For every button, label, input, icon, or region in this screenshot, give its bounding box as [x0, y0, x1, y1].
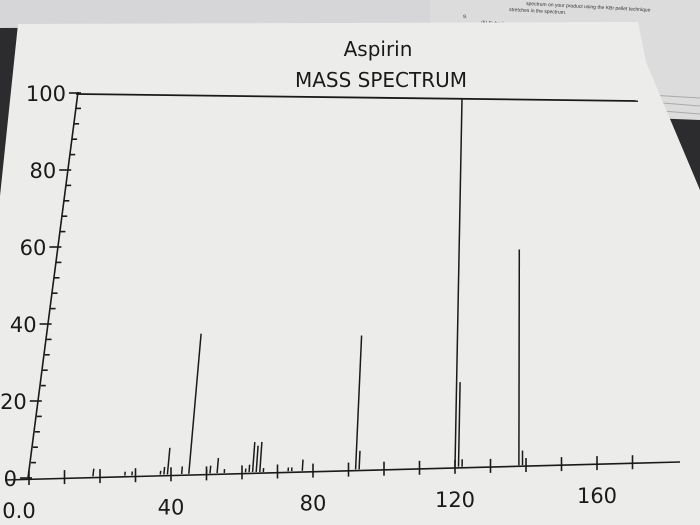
- y-tick-label: 20: [0, 390, 27, 414]
- y-tick-label: 40: [10, 313, 37, 337]
- y-tick-label: 0: [4, 467, 17, 491]
- x-tick-label: 40: [158, 495, 185, 519]
- spectrum-paper: [0, 22, 700, 525]
- spectrum-peak: [163, 466, 166, 475]
- spectrum-peak: [209, 465, 212, 474]
- axis-ticks: [20, 92, 634, 485]
- spectrum-peak: [358, 450, 361, 470]
- chart-subtitle: MASS SPECTRUM: [295, 68, 467, 92]
- spectrum-peak: [92, 468, 95, 477]
- x-tick-label: 160: [577, 484, 617, 508]
- y-tick-label: 60: [20, 236, 47, 260]
- spectrum-peak: [255, 445, 259, 473]
- spectrum-peak: [251, 442, 256, 473]
- y-tick-label: 100: [26, 82, 66, 106]
- frame-top-line: [75, 93, 639, 102]
- spectrum-peak: [248, 464, 251, 473]
- x-tick-label: 0.0: [2, 499, 35, 523]
- spectrum-peak: [454, 98, 463, 467]
- spectrum-peak: [180, 466, 184, 475]
- chart-title: Aspirin: [344, 37, 413, 61]
- x-tick-label: 80: [300, 492, 327, 516]
- spectrum-peak: [166, 447, 171, 475]
- x-axis: [4, 461, 681, 481]
- tick-labels: 0.0 40 80 120 160 0 20 40 60 80 100: [0, 82, 617, 523]
- y-axis: [27, 91, 79, 479]
- background-note: stretches in the spectrum.: [509, 7, 566, 16]
- peak-series: [92, 98, 524, 477]
- spectrum-peak: [457, 382, 461, 467]
- y-tick-label: 80: [29, 159, 56, 183]
- background-note: 9.: [463, 14, 467, 20]
- spectrum-peak: [354, 335, 363, 470]
- spectrum-peak: [216, 457, 220, 474]
- spectrum-peak: [188, 333, 202, 474]
- spectrum-peak: [259, 441, 263, 473]
- x-tick-label: 120: [435, 488, 475, 512]
- background-paper-sheet: [0, 0, 430, 28]
- spectrum-peak: [301, 459, 304, 471]
